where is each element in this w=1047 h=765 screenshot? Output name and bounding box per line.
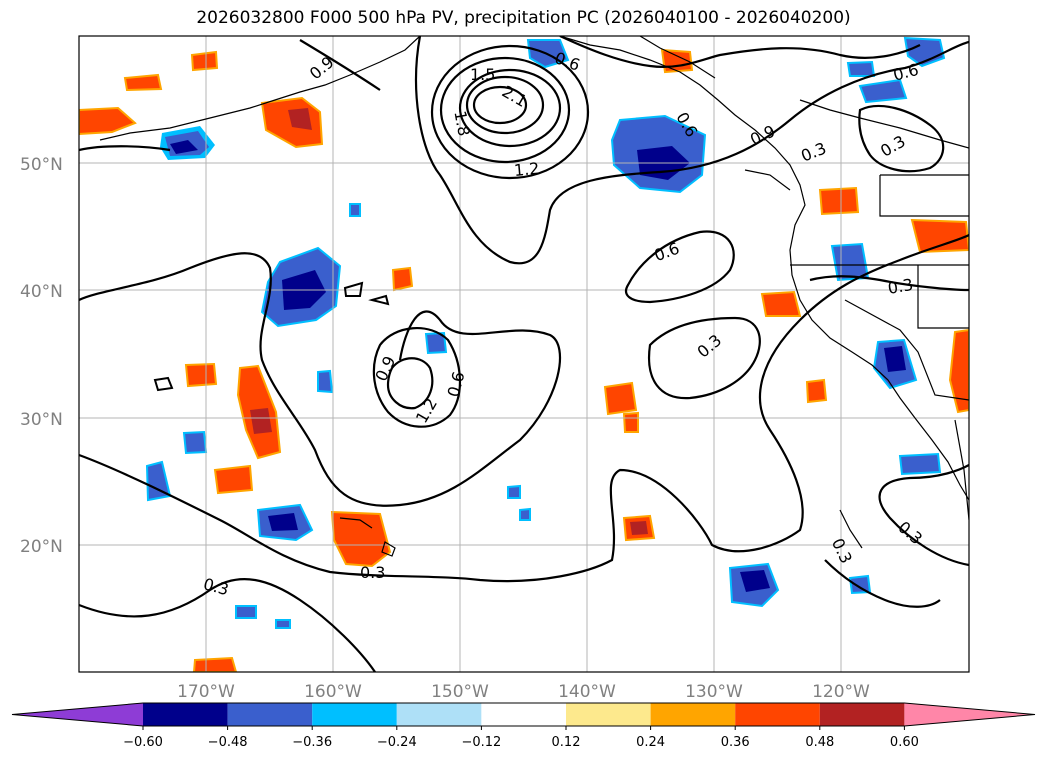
contour-label: 0.3 (886, 275, 914, 298)
precip-blob (603, 381, 638, 416)
colorbar-tick-label: −0.36 (292, 735, 332, 750)
precip-blob (391, 266, 414, 292)
precip-blob (805, 378, 828, 404)
lon-label: 120°W (812, 682, 870, 702)
colorbar-segment (819, 703, 905, 726)
precip-blob (818, 186, 860, 216)
map-frame (78, 35, 970, 673)
precip-blob (275, 619, 291, 629)
precip-blob (190, 50, 219, 72)
precip-blob (213, 464, 254, 495)
colorbar-segment (566, 703, 651, 726)
lon-axis: 170°W 160°W 150°W 140°W 130°W 120°W (177, 682, 870, 702)
precip-blob (948, 328, 969, 414)
colorbar-tick-label: 0.24 (636, 735, 665, 750)
precip-blob (898, 452, 942, 476)
precip-blob (170, 140, 198, 154)
precip-blob (630, 521, 648, 535)
colorbar-tick-label: −0.12 (461, 735, 501, 750)
colorbar-tick-label: −0.48 (208, 735, 248, 750)
lat-label: 50°N (20, 155, 63, 175)
precip-blob (182, 430, 208, 455)
precip-blob (846, 60, 876, 77)
colorbar-segment (735, 703, 820, 726)
colorbar-segment (12, 703, 143, 726)
precip-blob (250, 408, 272, 434)
colorbar-tick-label: −0.60 (123, 735, 163, 750)
precip-blob (519, 507, 531, 521)
colorbar-tick-label: −0.24 (377, 735, 417, 750)
colorbar-segment (650, 703, 736, 726)
colorbar-tick-label: 0.60 (890, 735, 919, 750)
precip-blob (268, 513, 298, 531)
colorbar-segment (904, 703, 1035, 726)
pv-contours (79, 36, 969, 672)
lon-label: 160°W (304, 682, 362, 702)
lon-label: 170°W (177, 682, 235, 702)
colorbar-segment (143, 703, 228, 726)
coastlines (99, 36, 969, 557)
colorbar-tick-label: 0.12 (552, 735, 581, 750)
precip-blob (903, 36, 946, 68)
colorbar-segment (227, 703, 313, 726)
graticule (79, 36, 969, 672)
colorbar: −0.60 −0.48 −0.36 −0.24 −0.12 0.12 0.24 0.36 0.4… (11, 702, 1036, 750)
precip-blob (349, 203, 361, 217)
lat-label: 30°N (20, 410, 63, 430)
precip-blob (288, 108, 312, 130)
precip-blob (235, 605, 257, 619)
contour-label: 0.3 (360, 563, 385, 582)
lon-label: 150°W (431, 682, 489, 702)
precip-blob (79, 106, 137, 136)
precip-blob (740, 570, 770, 592)
lat-axis: 50°N 40°N 30°N 20°N (20, 155, 63, 557)
precip-blob (123, 73, 163, 92)
lat-label: 20°N (20, 537, 63, 557)
precip-blob (192, 656, 238, 672)
lon-label: 140°W (558, 682, 616, 702)
colorbar-tick-label: 0.36 (721, 735, 750, 750)
colorbar-segment (396, 703, 482, 726)
contour-label: 1.8 (450, 109, 473, 137)
precip-blob (317, 369, 334, 394)
precip-blob (858, 78, 908, 104)
colorbar-tick-label: 0.48 (805, 735, 834, 750)
lat-label: 40°N (20, 282, 63, 302)
precip-blob (330, 510, 392, 568)
map-title: 2026032800 F000 500 hPa PV, precipitatio… (196, 8, 851, 28)
precip-blob (910, 218, 969, 254)
precip-blob (184, 362, 218, 388)
precip-blob (760, 290, 802, 317)
precip-blob (507, 484, 521, 499)
precip-blob (622, 411, 639, 433)
colorbar-segment (312, 703, 397, 726)
colorbar-segment (481, 703, 566, 726)
contour-label: 1.2 (513, 159, 540, 180)
precip-blob (884, 346, 906, 372)
precip-fields (79, 36, 969, 672)
map-panel: 0.6 0.9 1.5 2.1 1.8 1.2 0.6 0.9 0.3 0.3 … (78, 35, 970, 673)
contour-label: 1.5 (470, 65, 495, 84)
lon-label: 130°W (685, 682, 743, 702)
